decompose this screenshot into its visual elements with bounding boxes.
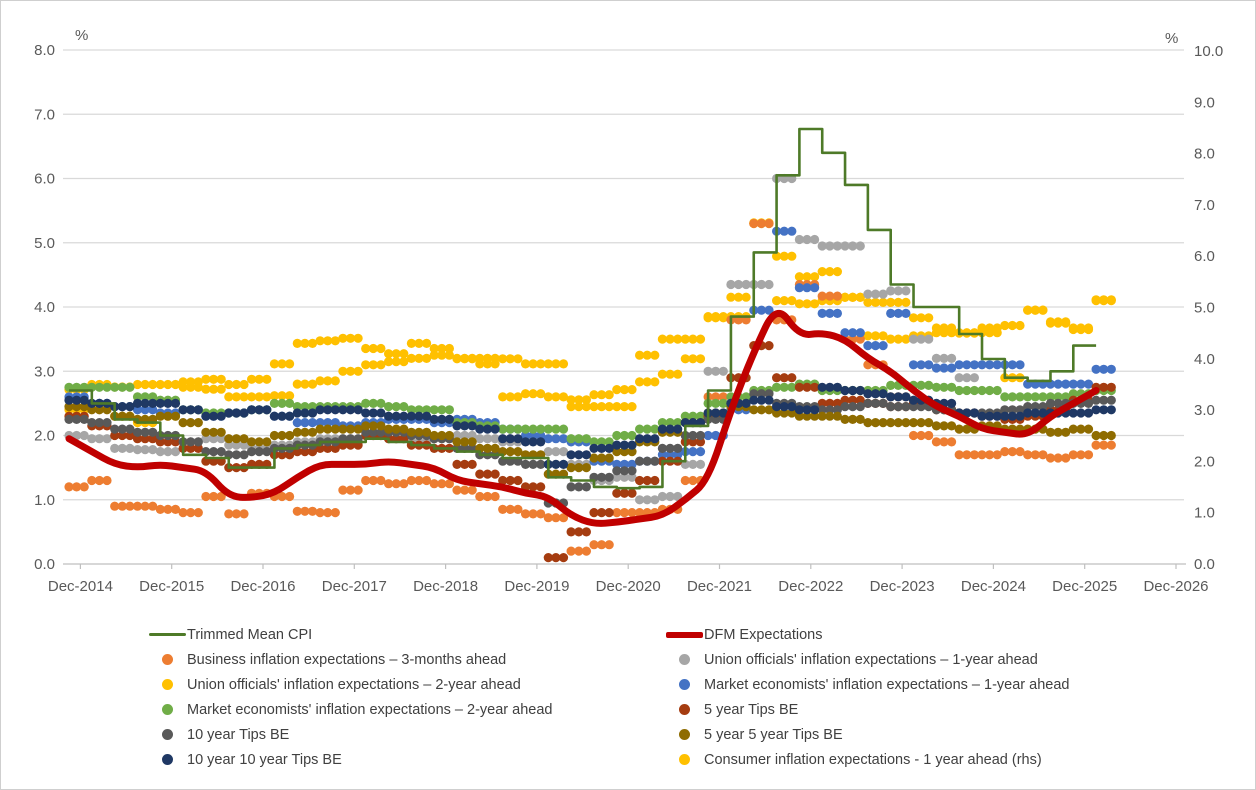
left-axis-tick: 7.0: [34, 106, 55, 123]
legend-dot-tips-5y: [679, 704, 690, 715]
left-axis-tick: 6.0: [34, 171, 55, 188]
right-axis-tick: 5.0: [1194, 300, 1215, 317]
legend-item-market-2y: Market economists' inflation expectation…: [149, 697, 552, 722]
x-axis-label: Dec-2023: [870, 578, 935, 595]
legend-item-tips-10y10y: 10 year 10 year Tips BE: [149, 747, 552, 772]
right-axis-tick: 7.0: [1194, 197, 1215, 214]
x-axis-label: Dec-2019: [504, 578, 569, 595]
series-trimmed-mean-cpi: [69, 127, 1097, 490]
x-axis-label: Dec-2025: [1052, 578, 1117, 595]
legend-item-market-1y: Market economists' inflation expectation…: [666, 672, 1069, 697]
legend-dot-business-3m: [162, 654, 173, 665]
series-dfm-expectations: [65, 310, 1100, 527]
legend-label-business-3m: Business inflation expectations – 3-mont…: [187, 651, 507, 668]
gridlines: [63, 49, 1184, 501]
legend-item-union-2y: Union officials' inflation expectations …: [149, 672, 552, 697]
legend-item-tips-10y: 10 year Tips BE: [149, 722, 552, 747]
x-axis-label: Dec-2021: [687, 578, 752, 595]
right-axis-tick: 4.0: [1194, 351, 1215, 368]
legend-line-swatch-dfm-expectations: [666, 631, 703, 638]
x-axis-label: Dec-2014: [48, 578, 113, 595]
left-axis-tick: 5.0: [34, 235, 55, 252]
right-axis-tick: 8.0: [1194, 146, 1215, 163]
legend-item-consumer-1y-rhs: Consumer inflation expectations - 1 year…: [666, 747, 1069, 772]
legend-item-business-3m: Business inflation expectations – 3-mont…: [149, 647, 552, 672]
right-axis-tick: 6.0: [1194, 248, 1215, 265]
left-axis-tick: 3.0: [34, 363, 55, 380]
left-axis-tick: 8.0: [34, 42, 55, 59]
legend-column-left: Trimmed Mean CPI Business inflation expec…: [149, 622, 552, 772]
legend-dot-union-2y: [162, 679, 173, 690]
left-axis-tick: 2.0: [34, 428, 55, 445]
legend-item-union-1y: Union officials' inflation expectations …: [666, 647, 1069, 672]
legend-dot-tips-10y10y: [162, 754, 173, 765]
legend-label-market-2y: Market economists' inflation expectation…: [187, 701, 553, 718]
legend-item-tips-5y5y: 5 year 5 year Tips BE: [666, 722, 1069, 747]
left-axis-tick: 0.0: [34, 556, 55, 573]
right-axis-tick: 3.0: [1194, 402, 1215, 419]
legend-label-trimmed-mean-cpi: Trimmed Mean CPI: [187, 626, 313, 643]
x-axis: Dec-2014 Dec-2015 Dec-2016 Dec-2017 Dec-2018…: [48, 563, 1209, 595]
legend-label-dfm-expectations: DFM Expectations: [704, 626, 823, 643]
legend-dot-market-1y: [679, 679, 690, 690]
legend-dot-union-1y: [679, 654, 690, 665]
legend-column-right: DFM Expectations Union officials' inflati…: [666, 622, 1069, 772]
x-axis-label: Dec-2020: [596, 578, 661, 595]
right-axis-tick: 1.0: [1194, 505, 1215, 522]
legend-label-tips-5y5y: 5 year 5 year Tips BE: [704, 726, 843, 743]
right-axis-tick: 2.0: [1194, 453, 1215, 470]
legend-label-consumer-1y-rhs: Consumer inflation expectations - 1 year…: [704, 751, 1042, 768]
legend-label-union-2y: Union officials' inflation expectations …: [187, 676, 521, 693]
left-axis-unit: %: [75, 27, 89, 44]
legend-label-tips-5y: 5 year Tips BE: [704, 701, 799, 718]
x-axis-label: Dec-2017: [322, 578, 387, 595]
series-tips-5y: [64, 341, 1116, 563]
x-axis-label: Dec-2016: [230, 578, 295, 595]
legend-line-swatch-trimmed-mean-cpi: [149, 633, 186, 636]
series-tips-10y: [64, 389, 1116, 508]
left-axis-tick: 4.0: [34, 299, 55, 316]
legend-label-market-1y: Market economists' inflation expectation…: [704, 676, 1070, 693]
legend-item-dfm-expectations: DFM Expectations: [666, 622, 1069, 647]
x-axis-label: Dec-2026: [1143, 578, 1208, 595]
legend-item-trimmed-mean-cpi: Trimmed Mean CPI: [149, 622, 552, 647]
legend-dot-tips-5y5y: [679, 729, 690, 740]
x-axis-label: Dec-2015: [139, 578, 204, 595]
legend-label-tips-10y10y: 10 year 10 year Tips BE: [187, 751, 342, 768]
x-axis-label: Dec-2024: [961, 578, 1026, 595]
legend-dot-market-2y: [162, 704, 173, 715]
y-axis-labels: 8.0 7.0 6.0 5.0 4.0 3.0 2.0 1.0 0.0 10.0 9.0 8.0 7.0…: [34, 42, 1223, 573]
x-axis-label: Dec-2018: [413, 578, 478, 595]
x-axis-label: Dec-2022: [778, 578, 843, 595]
right-axis-unit: %: [1165, 30, 1179, 47]
right-axis-tick: 0.0: [1194, 556, 1215, 573]
series-tips-10y10y: [64, 382, 1116, 469]
legend-dot-tips-10y: [162, 729, 173, 740]
legend-dot-consumer-1y-rhs: [679, 754, 690, 765]
legend-item-tips-5y: 5 year Tips BE: [666, 697, 1069, 722]
legend-label-union-1y: Union officials' inflation expectations …: [704, 651, 1038, 668]
legend-label-tips-10y: 10 year Tips BE: [187, 726, 290, 743]
right-axis-tick: 10.0: [1194, 43, 1223, 60]
right-axis-tick: 9.0: [1194, 94, 1215, 111]
left-axis-tick: 1.0: [34, 492, 55, 509]
